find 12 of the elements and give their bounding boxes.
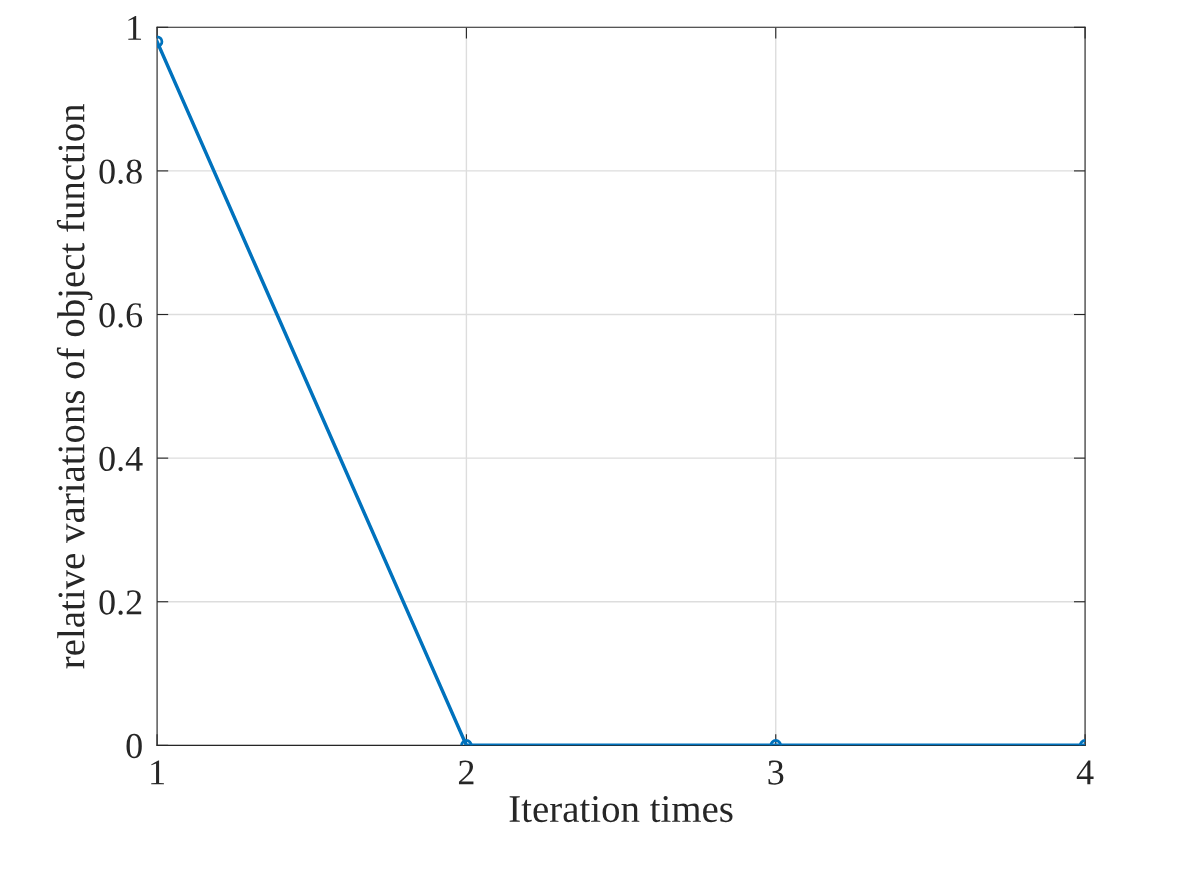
y-tick-label: 0	[126, 733, 142, 759]
y-tick-label: 0.4	[99, 446, 143, 472]
x-tick-label: 2	[458, 760, 474, 785]
y-axis-title: relative variations of object function	[56, 103, 93, 669]
y-tick-label: 0.6	[99, 303, 143, 328]
x-tick-label: 1	[151, 760, 164, 785]
x-tick-label: 4	[1076, 760, 1094, 785]
x-axis-title: Iteration times	[509, 796, 733, 823]
y-tick-label: 0.2	[99, 590, 142, 615]
x-tick-label: 3	[768, 760, 784, 785]
y-tick-label: 0.8	[99, 159, 142, 184]
y-tick-label: 1	[128, 15, 142, 40]
